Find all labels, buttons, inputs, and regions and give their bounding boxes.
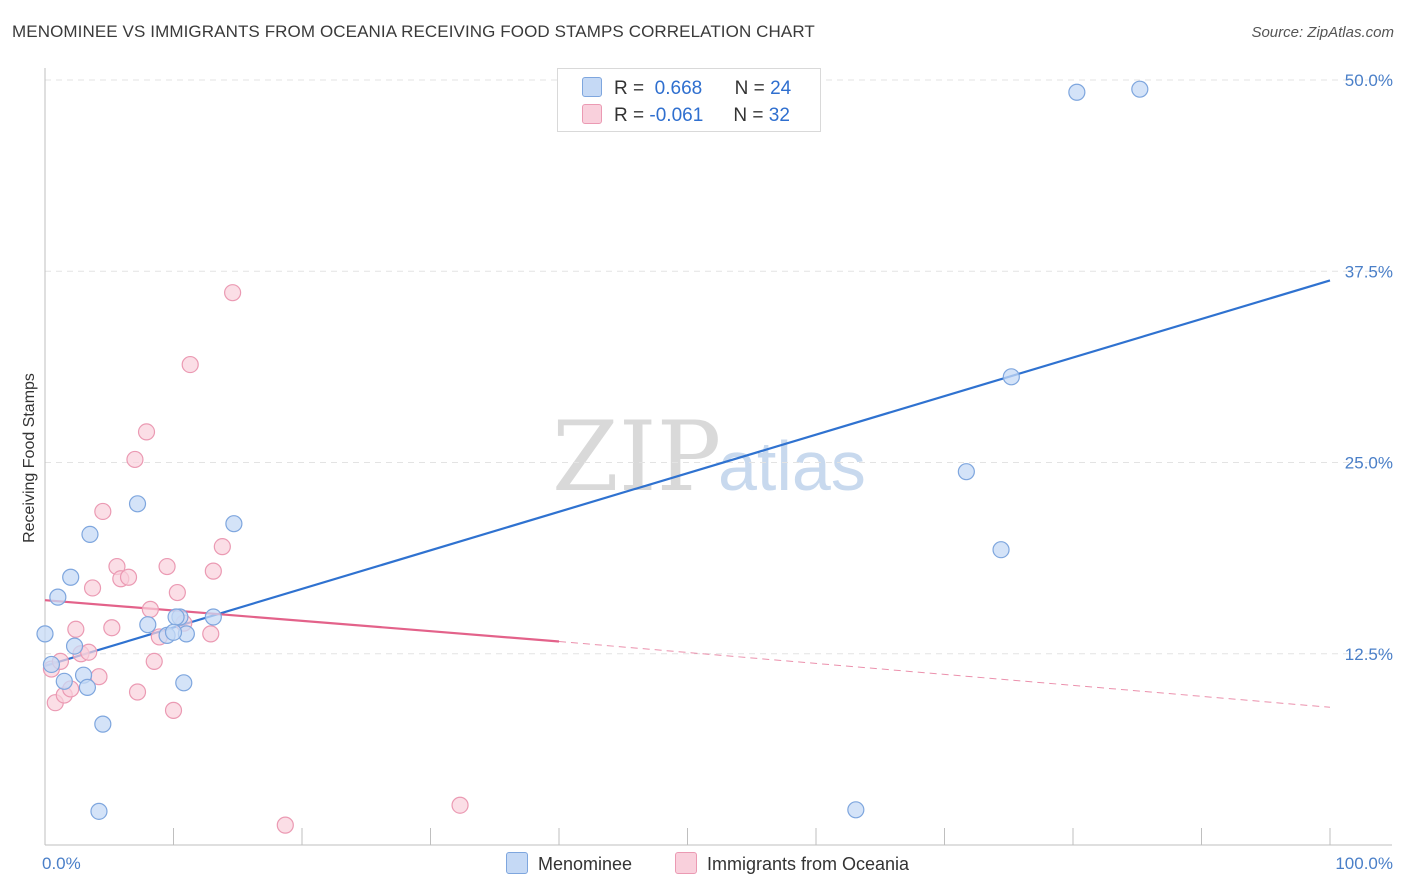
menominee-point	[49, 588, 67, 606]
menominee-point	[81, 525, 99, 544]
chart-title: MENOMINEE VS IMMIGRANTS FROM OCEANIA REC…	[12, 22, 815, 41]
oceania-point	[168, 583, 186, 602]
menominee-point	[65, 637, 84, 655]
legend-r-value: -0.061	[649, 105, 704, 126]
oceania-legend-label: Immigrants from Oceania	[707, 854, 910, 874]
menominee-point	[204, 608, 222, 626]
oceania-point	[224, 284, 242, 302]
oceania-point	[80, 643, 98, 661]
oceania-point	[213, 538, 231, 556]
legend-row-menominee: R = 0.668 N = 24	[582, 77, 791, 99]
y-tick-label: 25.0%	[1345, 454, 1393, 473]
legend-row-oceania: R = -0.061 N = 32	[582, 104, 790, 126]
source-credit: Source: ZipAtlas.com	[1251, 24, 1394, 41]
oceania-point	[158, 557, 176, 576]
menominee-point	[139, 616, 157, 634]
oceania-point	[94, 502, 112, 521]
oceania-trend-line	[44, 599, 560, 643]
oceania-point	[141, 600, 159, 618]
menominee-trend-line	[44, 279, 1331, 668]
menominee-point	[42, 655, 61, 674]
menominee-point	[36, 625, 54, 643]
menominee-point	[175, 674, 193, 692]
x-tick-label-min: 0.0%	[42, 854, 81, 873]
x-tick-label-max: 100.0%	[1335, 854, 1393, 873]
oceania-trend-extrapolated	[558, 641, 1331, 708]
legend-r-value: 0.668	[654, 78, 703, 99]
menominee-point	[225, 515, 243, 533]
y-tick-label: 37.5%	[1345, 262, 1393, 281]
menominee-point	[1068, 83, 1086, 101]
menominee-point	[167, 608, 185, 626]
oceania-point	[181, 355, 199, 374]
legend-n-label: N =	[733, 105, 764, 126]
oceania-point	[451, 796, 469, 814]
menominee-point	[128, 495, 147, 513]
menominee-legend-swatch	[506, 852, 528, 874]
watermark-zip: ZIP	[552, 401, 721, 513]
oceania-point	[164, 701, 183, 719]
y-tick-label: 50.0%	[1345, 71, 1393, 90]
oceania-point	[128, 683, 147, 701]
oceania-point	[137, 423, 156, 441]
oceania-point	[145, 652, 163, 671]
menominee-point	[78, 678, 97, 697]
y-tick-label: 12.5%	[1345, 645, 1393, 664]
oceania-point	[103, 619, 121, 637]
menominee-point	[90, 802, 108, 820]
menominee-point	[94, 715, 112, 733]
oceania-point	[119, 568, 138, 586]
legend-r-label: R =	[614, 105, 645, 126]
menominee-point	[1131, 80, 1149, 98]
stats-legend: R = 0.668 N = 24 R = -0.061 N = 32	[557, 68, 821, 132]
oceania-point	[67, 620, 85, 638]
menominee-point	[847, 801, 865, 819]
legend-n-value: 32	[768, 105, 790, 126]
oceania-point	[276, 816, 294, 834]
oceania-point	[202, 625, 220, 643]
bottom-legend-menominee: Menominee	[506, 852, 632, 875]
legend-n-label: N =	[734, 78, 765, 99]
menominee-point	[957, 463, 975, 481]
oceania-point	[83, 579, 102, 597]
oceania-point	[204, 562, 222, 580]
legend-r-label: R =	[614, 78, 645, 99]
menominee-point	[55, 672, 73, 690]
menominee-point	[164, 623, 183, 641]
oceania-swatch	[582, 104, 602, 124]
menominee-legend-label: Menominee	[538, 854, 633, 874]
legend-n-value: 24	[770, 78, 792, 99]
watermark-atlas: atlas	[718, 427, 866, 505]
menominee-swatch	[582, 77, 602, 97]
menominee-point	[62, 568, 80, 586]
bottom-legend-oceania: Immigrants from Oceania	[675, 852, 909, 875]
oceania-legend-swatch	[675, 852, 697, 874]
menominee-point	[1002, 368, 1020, 386]
menominee-point	[992, 541, 1010, 559]
oceania-point	[126, 450, 144, 469]
